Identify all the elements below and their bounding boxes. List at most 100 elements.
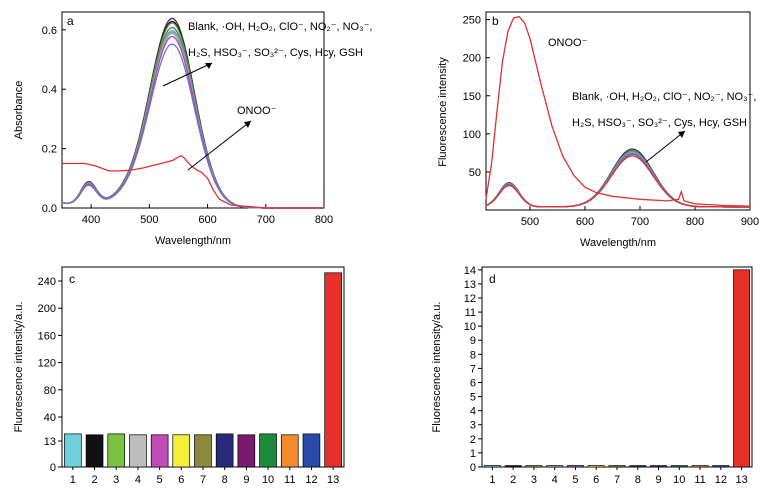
bar-d-12 bbox=[712, 465, 730, 468]
arrowhead-b-others bbox=[678, 131, 685, 138]
y-tick-label-b-1: 100 bbox=[463, 129, 481, 141]
bar-d-10 bbox=[670, 465, 688, 468]
bar-d-1 bbox=[483, 465, 501, 468]
bar-d-8 bbox=[629, 465, 647, 468]
bar-c-7 bbox=[194, 434, 212, 468]
x-tick-label-d-12: 12 bbox=[715, 474, 727, 486]
bar-d-2 bbox=[504, 465, 522, 468]
y-tick-label-c-6: 200 bbox=[38, 303, 56, 315]
annotation-b-onoo: ONOO⁻ bbox=[548, 37, 588, 49]
x-tick-label-c-3: 3 bbox=[113, 474, 119, 486]
panel-label-c: c bbox=[69, 272, 75, 286]
series-line-b-0 bbox=[485, 148, 750, 208]
x-tick-label-d-5: 5 bbox=[572, 474, 578, 486]
y-tick-label-d-4: 4 bbox=[470, 406, 476, 418]
x-tick-label-c-12: 12 bbox=[305, 474, 317, 486]
y-axis-label-b: Fluorescence intensity bbox=[437, 57, 449, 167]
panel-c-bar-chart: c Fluorescence intensity/a.u. 0134080120… bbox=[13, 266, 345, 486]
bar-c-10 bbox=[259, 433, 277, 468]
bar-c-13 bbox=[324, 272, 342, 468]
y-tick-label-d-0: 0 bbox=[470, 462, 476, 474]
x-tick-label-c-2: 2 bbox=[91, 474, 97, 486]
arrow-b-others bbox=[645, 130, 686, 163]
y-tick-label-d-8: 8 bbox=[470, 349, 476, 361]
y-tick-label-d-9: 9 bbox=[470, 335, 476, 347]
series-line-a-6 bbox=[61, 32, 324, 209]
bar-c-5 bbox=[150, 434, 169, 468]
y-tick-label-d-7: 7 bbox=[470, 363, 476, 375]
series-line-b-6 bbox=[485, 155, 750, 208]
annotation-b-line1: Blank, ·OH, H₂O₂, ClO⁻, NO₂⁻, NO₃⁻, bbox=[572, 91, 756, 103]
panel-label-b: b bbox=[492, 14, 499, 28]
y-tick-label-b-3: 200 bbox=[463, 53, 481, 65]
bar-d-3 bbox=[525, 465, 543, 468]
bar-c-1 bbox=[64, 433, 82, 468]
series-line-a-9 bbox=[62, 154, 324, 209]
y-tick-label-c-4: 120 bbox=[38, 358, 56, 370]
x-tick-label-d-11: 11 bbox=[694, 474, 705, 486]
x-tick-label-d-7: 7 bbox=[614, 474, 620, 486]
series-line-b-7 bbox=[485, 15, 751, 207]
y-axis-label-a: Absorbance bbox=[13, 81, 25, 140]
x-tick-label-a-4: 800 bbox=[315, 214, 333, 226]
arrowhead-a-onoo bbox=[244, 121, 251, 128]
y-tick-label-c-7: 240 bbox=[38, 276, 56, 288]
series-line-b-2 bbox=[485, 150, 750, 208]
arrow-a-onoo bbox=[187, 120, 252, 171]
y-tick-label-c-1: 13 bbox=[44, 436, 56, 448]
y-tick-label-d-12: 12 bbox=[464, 293, 476, 305]
y-tick-label-a-2: 0.4 bbox=[42, 84, 57, 96]
bar-c-3 bbox=[107, 433, 126, 468]
x-tick-label-c-10: 10 bbox=[262, 474, 274, 486]
bar-d-9 bbox=[650, 465, 667, 468]
y-tick-label-b-0: 50 bbox=[469, 167, 481, 179]
bar-c-8 bbox=[215, 433, 234, 468]
y-tick-label-a-1: 0.2 bbox=[42, 144, 57, 156]
x-tick-label-d-8: 8 bbox=[635, 474, 641, 486]
x-tick-label-c-8: 8 bbox=[222, 474, 228, 486]
arrowhead-a-others bbox=[205, 63, 212, 69]
arrow-a-others bbox=[162, 62, 213, 87]
y-tick-label-d-3: 3 bbox=[470, 420, 476, 432]
panel-b-fluorescence-chart: b Wavelength/nm Fluorescence intensity 5… bbox=[437, 11, 759, 249]
y-tick-label-d-13: 13 bbox=[464, 279, 476, 291]
x-tick-label-b-0: 500 bbox=[521, 216, 539, 228]
series-line-b-1 bbox=[485, 149, 750, 208]
plot-frame-b bbox=[485, 11, 751, 211]
x-tick-label-c-1: 1 bbox=[70, 474, 76, 486]
panel-label-a: a bbox=[67, 14, 74, 28]
y-tick-label-d-2: 2 bbox=[470, 434, 476, 446]
x-tick-label-b-3: 800 bbox=[686, 216, 704, 228]
series-line-a-8 bbox=[61, 43, 324, 209]
y-tick-label-a-3: 0.6 bbox=[42, 25, 57, 37]
y-tick-label-d-1: 1 bbox=[470, 448, 476, 460]
x-tick-label-c-9: 9 bbox=[243, 474, 249, 486]
y-tick-label-d-10: 10 bbox=[464, 321, 476, 333]
x-tick-label-b-1: 600 bbox=[576, 216, 594, 228]
x-tick-label-d-4: 4 bbox=[552, 474, 558, 486]
y-axis-label-c: Fluorescence intensity/a.u. bbox=[13, 302, 25, 433]
y-tick-label-d-6: 6 bbox=[470, 377, 476, 389]
x-tick-label-c-4: 4 bbox=[135, 474, 141, 486]
x-tick-label-c-6: 6 bbox=[178, 474, 184, 486]
bar-d-4 bbox=[546, 465, 564, 468]
panel-a-absorbance-chart: a Wavelength/nm Absorbance 400 500 600 700 8… bbox=[13, 11, 372, 247]
x-tick-label-c-5: 5 bbox=[157, 474, 163, 486]
x-tick-label-c-13: 13 bbox=[327, 474, 339, 486]
bar-c-4 bbox=[129, 434, 147, 468]
y-tick-label-c-3: 80 bbox=[44, 385, 56, 397]
x-tick-label-d-10: 10 bbox=[673, 474, 685, 486]
annotation-a-line2: H₂S, HSO₃⁻, SO₃²⁻, Cys, Hcy, GSH bbox=[188, 47, 363, 59]
bar-d-7 bbox=[608, 465, 626, 468]
annotation-b-line2: H₂S, HSO₃⁻, SO₃²⁻, Cys, Hcy, GSH bbox=[572, 117, 747, 129]
y-tick-label-c-2: 40 bbox=[44, 412, 56, 424]
y-tick-label-c-5: 160 bbox=[38, 330, 56, 342]
x-tick-label-d-1: 1 bbox=[489, 474, 495, 486]
x-tick-label-d-13: 13 bbox=[735, 474, 747, 486]
bar-d-6 bbox=[587, 465, 605, 468]
bar-c-2 bbox=[85, 434, 104, 468]
panel-d-bar-chart: d Fluorescence intensity/a.u. 0123456789… bbox=[431, 265, 753, 486]
plot-frame-a bbox=[61, 11, 325, 209]
x-tick-label-a-1: 500 bbox=[140, 214, 158, 226]
